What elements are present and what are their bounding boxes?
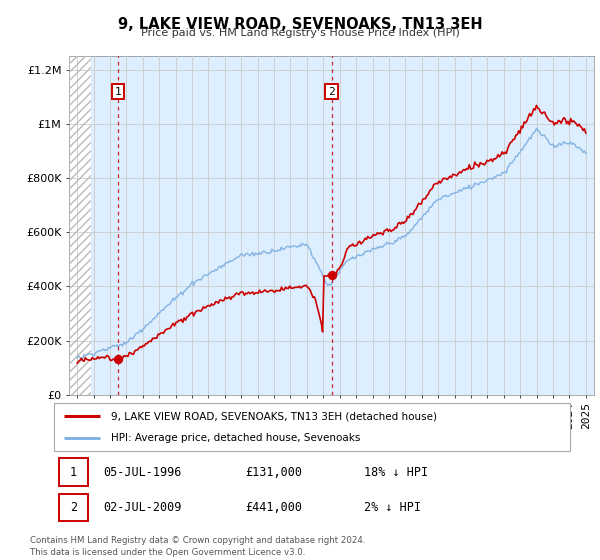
Point [326, 271, 336, 280]
Text: 2: 2 [328, 87, 335, 96]
Text: Contains HM Land Registry data © Crown copyright and database right 2024.: Contains HM Land Registry data © Crown c… [30, 536, 365, 545]
Text: 9, LAKE VIEW ROAD, SEVENOAKS, TN13 3EH (detached house): 9, LAKE VIEW ROAD, SEVENOAKS, TN13 3EH (… [111, 411, 437, 421]
Text: HPI: Average price, detached house, Sevenoaks: HPI: Average price, detached house, Seve… [111, 433, 360, 443]
Point [113, 355, 123, 364]
Text: Price paid vs. HM Land Registry's House Price Index (HPI): Price paid vs. HM Land Registry's House … [140, 28, 460, 38]
Text: 9, LAKE VIEW ROAD, SEVENOAKS, TN13 3EH: 9, LAKE VIEW ROAD, SEVENOAKS, TN13 3EH [118, 17, 482, 32]
Text: 02-JUL-2009: 02-JUL-2009 [103, 501, 181, 514]
Text: This data is licensed under the Open Government Licence v3.0.: This data is licensed under the Open Gov… [30, 548, 305, 557]
Bar [69, 56, 91, 395]
Text: 1: 1 [115, 87, 122, 96]
Text: 2% ↓ HPI: 2% ↓ HPI [364, 501, 421, 514]
Text: 1: 1 [70, 465, 77, 479]
FancyBboxPatch shape [54, 403, 570, 451]
FancyBboxPatch shape [59, 494, 88, 521]
FancyBboxPatch shape [59, 458, 88, 486]
Text: 05-JUL-1996: 05-JUL-1996 [103, 465, 181, 479]
Text: £131,000: £131,000 [245, 465, 302, 479]
Text: 2: 2 [70, 501, 77, 514]
Text: 18% ↓ HPI: 18% ↓ HPI [364, 465, 428, 479]
Bar [69, 56, 91, 395]
Text: £441,000: £441,000 [245, 501, 302, 514]
